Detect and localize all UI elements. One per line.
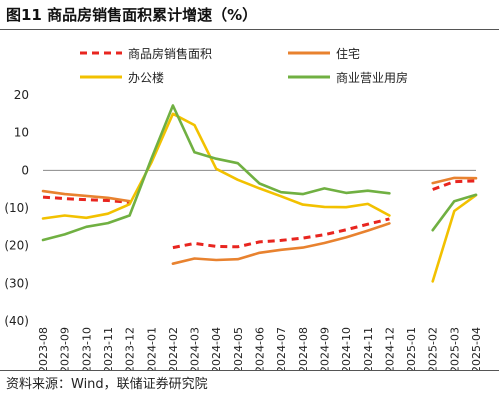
x-tick-label: 2023-08 — [37, 327, 50, 370]
x-tick-label: 2023-11 — [102, 327, 115, 370]
series-line — [42, 195, 130, 204]
series-line — [41, 112, 391, 220]
series-line — [41, 189, 131, 203]
series-4 — [41, 104, 478, 242]
y-tick-label: (10) — [4, 201, 29, 215]
top-divider — [0, 29, 499, 30]
x-tick-label: 2024-04 — [210, 327, 223, 370]
series-3 — [41, 112, 478, 283]
x-tick-label: 2024-10 — [340, 327, 353, 370]
x-tick-label: 2024-02 — [167, 327, 180, 370]
x-tick-label: 2023-09 — [59, 327, 72, 370]
x-tick-label: 2024-07 — [275, 327, 288, 370]
x-tick-label: 2023-10 — [80, 327, 93, 370]
x-tick-label: 2024-08 — [297, 327, 310, 370]
series-line — [171, 222, 391, 265]
x-tick-label: 2024-06 — [254, 327, 267, 370]
series-1 — [42, 179, 477, 250]
x-tick-label: 2024-03 — [189, 327, 202, 370]
series-line — [431, 193, 478, 283]
series-line — [431, 176, 478, 185]
y-tick-label: 20 — [14, 88, 29, 102]
x-axis: 2023-08 2023-09 2023-10 2023-11 2023-12 2024-… — [37, 327, 483, 370]
series-lines — [41, 104, 478, 283]
y-tick-label: (20) — [4, 239, 29, 253]
source-note: 资料来源：Wind，联储证券研究院 — [6, 377, 208, 392]
x-tick-label: 2023-12 — [124, 327, 137, 370]
x-tick-label: 2025-01 — [405, 327, 418, 370]
x-tick-label: 2025-02 — [427, 327, 440, 370]
x-tick-label: 2025-04 — [470, 327, 483, 370]
legend-label: 办公楼 — [128, 70, 164, 85]
x-tick-label: 2024-11 — [362, 327, 375, 370]
x-tick-label: 2024-05 — [232, 327, 245, 370]
series-2 — [41, 176, 478, 265]
series-line — [432, 179, 477, 191]
bottom-divider — [0, 370, 499, 371]
x-tick-label: 2024-12 — [383, 327, 396, 370]
series-line — [172, 217, 390, 250]
x-tick-label: 2024-01 — [145, 327, 158, 370]
y-tick-label: 10 — [14, 126, 29, 140]
legend-label: 商品房销售面积 — [128, 46, 212, 61]
x-tick-label: 2024-09 — [318, 327, 331, 370]
y-axis: 20 10 0 (10) (20) (30) (40) — [4, 88, 476, 328]
legend-label: 商业营业用房 — [336, 70, 408, 85]
y-tick-label: (40) — [4, 314, 29, 328]
y-tick-label: (30) — [4, 276, 29, 290]
chart-title: 图11 商品房销售面积累计增速（%） — [6, 6, 258, 24]
x-tick-label: 2025-03 — [448, 327, 461, 370]
series-line — [431, 193, 478, 232]
y-tick-label: 0 — [21, 163, 29, 177]
series-line — [41, 104, 391, 242]
legend-label: 住宅 — [336, 46, 360, 61]
